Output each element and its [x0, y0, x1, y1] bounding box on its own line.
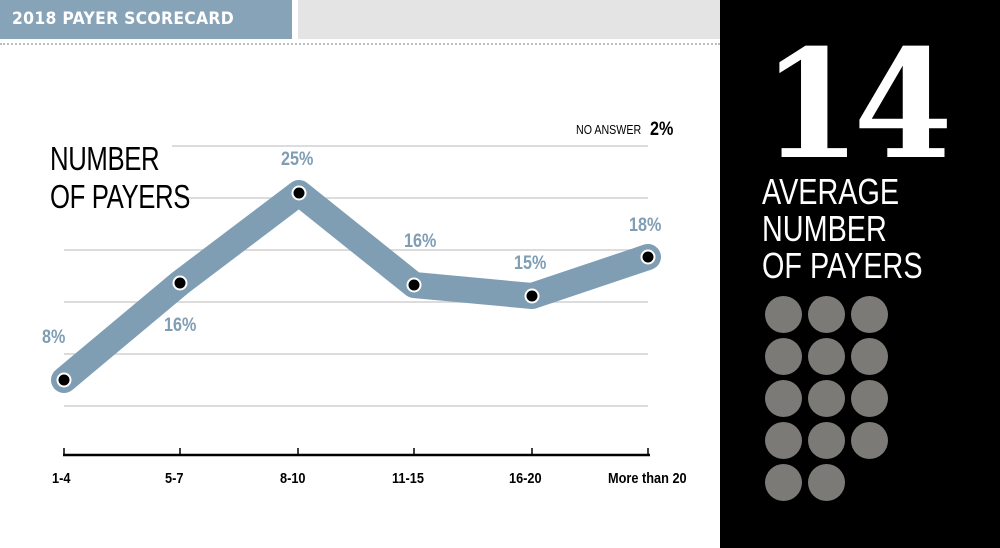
point-label: 18% [629, 215, 662, 236]
chart-canvas [51, 145, 661, 457]
payer-dot-icon [808, 296, 845, 333]
no-answer-value: 2% [650, 119, 674, 140]
line-chart: NUMBER OF PAYERS NO ANSWER 2% 8% 16% 25%… [42, 119, 687, 487]
average-caption: AVERAGE NUMBER OF PAYERS [762, 171, 923, 286]
x-tick-label: 11-15 [392, 470, 424, 487]
average-number: 14 [762, 17, 953, 193]
payer-dot-icon [851, 422, 888, 459]
payer-dot-icon [808, 464, 845, 501]
payer-dot-grid [765, 296, 905, 501]
payer-dot-icon [808, 380, 845, 417]
payer-dot-icon [765, 338, 802, 375]
no-answer-annotation: NO ANSWER 2% [576, 119, 673, 140]
payer-dot-icon [808, 338, 845, 375]
point-label: 15% [514, 253, 547, 274]
point-label: 25% [281, 149, 314, 170]
header-title: 2018 PAYER SCORECARD [12, 9, 235, 29]
header-band [298, 0, 720, 39]
payer-dot-icon [765, 422, 802, 459]
chart-title: NUMBER OF PAYERS [50, 140, 190, 215]
payer-dot-icon [808, 422, 845, 459]
point-label: 16% [164, 315, 197, 336]
payer-dot-icon [765, 296, 802, 333]
point-label: 8% [42, 327, 66, 348]
data-points [56, 185, 656, 388]
x-tick-label: More than 20 [608, 470, 687, 487]
payer-dot-icon [851, 380, 888, 417]
payer-dot-icon [765, 464, 802, 501]
summary-panel: 14 AVERAGE NUMBER OF PAYERS [720, 0, 1000, 548]
x-tick-label: 8-10 [280, 470, 306, 487]
x-tick-label: 16-20 [509, 470, 542, 487]
x-axis [63, 448, 650, 457]
header-tab: 2018 PAYER SCORECARD [0, 0, 292, 39]
data-line [51, 180, 661, 393]
payer-dot-icon [851, 338, 888, 375]
payer-dot-icon [851, 296, 888, 333]
dotted-divider [0, 43, 720, 45]
x-tick-label: 1-4 [52, 470, 71, 487]
payer-dot-icon [765, 380, 802, 417]
x-tick-label: 5-7 [165, 470, 184, 487]
no-answer-label: NO ANSWER [576, 122, 642, 137]
point-label: 16% [404, 231, 437, 252]
